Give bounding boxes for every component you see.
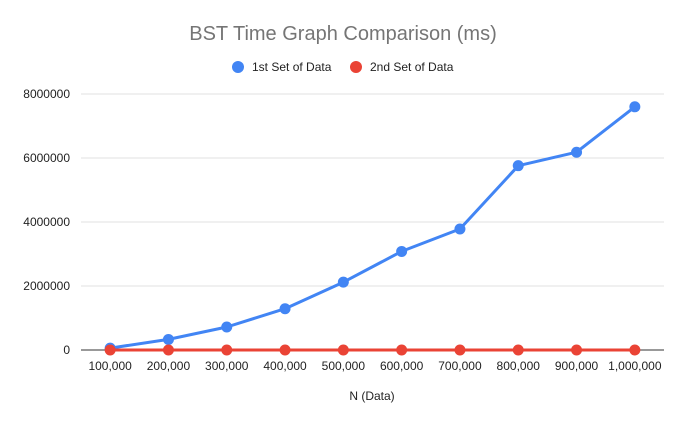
gridlines (81, 93, 664, 351)
x-tick-label: 700,000 (438, 359, 482, 373)
y-tick-label: 8000000 (23, 87, 70, 101)
x-tick-label: 900,000 (555, 359, 599, 373)
x-tick-label: 800,000 (497, 359, 541, 373)
series-2-point (162, 344, 174, 356)
legend-swatch-series-2 (350, 61, 362, 73)
legend-label-series-1: 1st Set of Data (252, 60, 332, 74)
series-2-point (221, 344, 233, 356)
series-1-point (337, 276, 349, 288)
series-1-point (629, 101, 641, 113)
series-1-point (454, 223, 466, 235)
series-2-point (396, 344, 408, 356)
series-2-point (454, 344, 466, 356)
series-1-point (162, 333, 174, 345)
series-1-point (396, 245, 408, 257)
series-1-point (221, 321, 233, 333)
series-2-point (279, 344, 291, 356)
y-tick-label: 2000000 (23, 279, 70, 293)
x-axis-ticks: 100,000 200,000 300,000 400,000 500,000 600,0… (88, 359, 661, 373)
series-2-point (337, 344, 349, 356)
legend-label-series-2: 2nd Set of Data (370, 60, 454, 74)
y-tick-label: 4000000 (23, 215, 70, 229)
series-1-point (571, 146, 583, 158)
series-1-point (279, 303, 291, 315)
y-axis-ticks: 0 2000000 4000000 6000000 8000000 (23, 87, 70, 357)
x-tick-label: 500,000 (322, 359, 366, 373)
series-1-line (108, 105, 637, 350)
series-2-point (629, 344, 641, 356)
x-tick-label: 200,000 (147, 359, 191, 373)
series-2-point (512, 344, 524, 356)
series-1-point (512, 160, 524, 172)
x-tick-label: 400,000 (263, 359, 307, 373)
y-tick-label: 0 (63, 343, 70, 357)
x-tick-label: 100,000 (88, 359, 132, 373)
x-axis-title: N (Data) (349, 389, 394, 403)
x-tick-label: 300,000 (205, 359, 249, 373)
series-2-point (104, 344, 116, 356)
legend-swatch-series-1 (232, 61, 244, 73)
series-2-point (571, 344, 583, 356)
series-1 (104, 101, 641, 354)
y-tick-label: 6000000 (23, 151, 70, 165)
series-layer (104, 101, 641, 356)
series-2 (104, 344, 641, 356)
x-tick-label: 600,000 (380, 359, 424, 373)
x-tick-label: 1,000,000 (608, 359, 662, 373)
legend: 1st Set of Data 2nd Set of Data (232, 60, 454, 74)
chart-title: BST Time Graph Comparison (ms) (189, 23, 497, 45)
